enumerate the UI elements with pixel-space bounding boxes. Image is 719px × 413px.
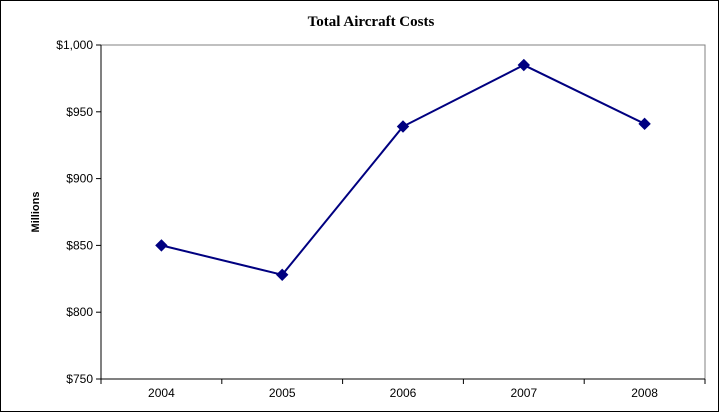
- x-tick-label: 2006: [390, 386, 417, 400]
- series-layer: [155, 58, 651, 281]
- axes: $750 $800 $850 $900 $950 $1,000 2004 2005 2006 20…: [56, 38, 706, 400]
- data-point-marker: [155, 239, 168, 252]
- data-point-marker: [396, 120, 410, 133]
- data-point-marker: [517, 58, 531, 72]
- y-tick-label: $750: [66, 372, 93, 386]
- data-point-marker: [275, 268, 289, 281]
- y-tick-label: $900: [66, 172, 93, 186]
- y-axis-title: Millions: [30, 192, 42, 233]
- series-line: [161, 63, 646, 276]
- y-tick-label: $1,000: [56, 38, 93, 52]
- x-tick-label: 2007: [510, 386, 537, 400]
- plot-area: [100, 44, 706, 380]
- data-point-marker: [638, 117, 651, 131]
- x-tick-label: 2005: [269, 386, 296, 400]
- y-tick-label: $950: [66, 105, 93, 119]
- x-tick-label: 2008: [631, 386, 658, 400]
- y-tick-label: $850: [66, 238, 93, 252]
- chart-title: Total Aircraft Costs: [308, 14, 435, 30]
- y-tick-label: $800: [66, 305, 93, 319]
- x-tick-label: 2004: [148, 386, 175, 400]
